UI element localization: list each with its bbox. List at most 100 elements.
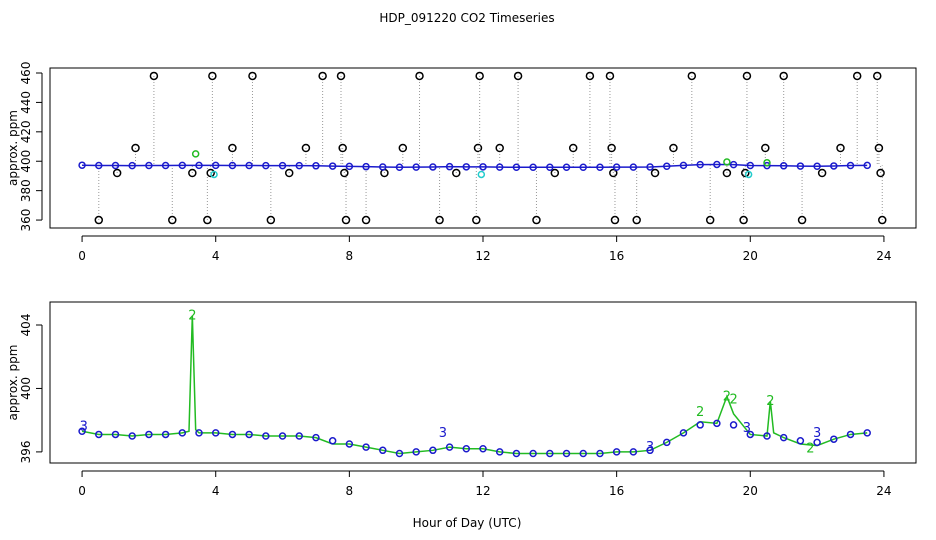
point [445,443,454,451]
point [338,143,347,153]
point [852,71,862,81]
y-tick-label: 396 [19,440,33,463]
point [646,163,654,171]
point [301,143,311,153]
point [629,448,638,456]
point [546,163,554,172]
point [876,168,885,178]
point [705,215,715,225]
point [596,163,604,172]
y-axis-label: approx. ppm [6,110,20,186]
point [295,161,303,170]
point [161,430,170,439]
x-tick-label: 8 [346,249,354,263]
point [462,163,471,171]
point [262,432,270,440]
point [863,161,871,170]
point [328,162,337,170]
x-tick-label: 16 [609,249,624,263]
point [612,448,621,456]
point [568,143,578,153]
point-label: 2 [723,389,731,404]
point [663,162,671,170]
point [178,429,187,437]
point [245,430,253,439]
point [145,161,153,170]
plot-frame [49,301,917,464]
point [210,170,218,179]
point [513,71,523,81]
x-tick-label: 4 [212,484,220,498]
point [813,438,821,447]
point [763,161,771,170]
point [228,430,237,439]
point [266,215,276,225]
x-tick-label: 24 [876,249,891,263]
point [191,150,200,158]
point [729,421,738,429]
point [473,143,483,153]
point-label: 2 [766,394,774,409]
point [95,161,103,170]
point-label: 2 [188,308,196,323]
point [607,143,616,153]
point [779,433,788,442]
point [429,163,437,171]
point [723,158,731,166]
point [669,143,678,153]
point [596,449,604,458]
point [609,168,618,178]
point [863,429,871,437]
point [512,449,521,458]
point [362,162,370,171]
x-tick-label: 0 [78,249,86,263]
point [479,163,487,171]
point [318,71,327,81]
point [846,430,855,439]
point [696,160,704,169]
point-label: 2 [696,405,704,420]
point [340,168,349,178]
point [830,435,838,443]
point [713,419,721,428]
point [830,162,838,170]
point [579,163,587,172]
point [328,437,337,445]
point [228,143,237,153]
point [562,449,571,458]
point [379,446,387,455]
point [412,448,420,456]
point-label: 3 [743,421,751,436]
point [532,215,541,225]
point-label: 3 [646,440,654,455]
point [429,446,437,455]
point [412,163,420,171]
point [679,161,688,170]
y-tick-label: 420 [19,120,33,143]
point [585,71,595,81]
x-tick-label: 12 [475,249,490,263]
point [211,429,220,437]
point [295,432,303,440]
point [312,162,320,170]
point [475,71,484,81]
point [550,168,560,178]
point [878,215,887,225]
point [415,71,424,81]
point [398,143,408,153]
point [188,168,197,178]
point [495,163,504,171]
point [379,163,387,171]
x-tick-label: 20 [743,484,758,498]
point [761,143,770,153]
point [341,215,351,225]
point [796,437,805,445]
point [797,215,807,225]
point [195,161,203,170]
point [612,163,621,171]
point [228,161,237,170]
point [722,168,732,178]
point [345,440,354,448]
x-tick-label: 4 [212,249,220,263]
